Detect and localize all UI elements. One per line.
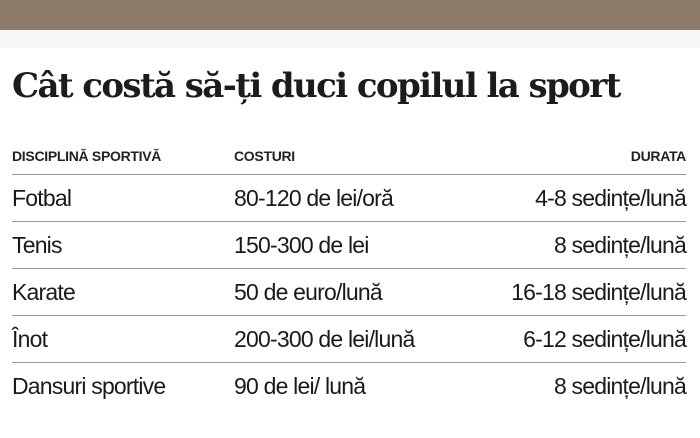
header-discipline: DISCIPLINĂ SPORTIVĂ: [12, 148, 162, 164]
table-header-row: DISCIPLINĂ SPORTIVĂ COSTURI DURATA: [12, 138, 686, 175]
cell-duration: 16-18 sedințe/lună: [511, 278, 687, 305]
cell-cost: 200-300 de lei/lună: [234, 325, 415, 352]
header-cost: COSTURI: [234, 148, 295, 164]
table-row: Karate 50 de euro/lună 16-18 sedințe/lun…: [12, 269, 687, 316]
band-gap: [0, 30, 700, 48]
cell-discipline: Fotbal: [12, 184, 72, 211]
cell-duration: 8 sedințe/lună: [553, 372, 687, 399]
table-row: Tenis 150-300 de lei 8 sedințe/lună: [12, 222, 687, 269]
cell-cost: 80-120 de lei/oră: [234, 184, 394, 211]
table-row: Fotbal 80-120 de lei/oră 4-8 sedințe/lun…: [12, 175, 687, 222]
table-row: Înot 200-300 de lei/lună 6-12 sedințe/lu…: [12, 316, 687, 363]
cell-cost: 150-300 de lei: [234, 231, 369, 258]
cell-discipline: Karate: [12, 278, 76, 305]
cell-discipline: Înot: [12, 325, 48, 352]
cell-cost: 50 de euro/lună: [234, 278, 383, 305]
top-decorative-band: [0, 0, 700, 30]
cell-duration: 6-12 sedințe/lună: [523, 325, 687, 352]
header-duration: DURATA: [630, 148, 687, 164]
cell-cost: 90 de lei/ lună: [234, 372, 366, 399]
cell-discipline: Dansuri sportive: [12, 372, 166, 399]
cell-duration: 8 sedințe/lună: [553, 231, 687, 258]
cell-duration: 4-8 sedințe/lună: [535, 184, 687, 211]
cell-discipline: Tenis: [12, 231, 63, 258]
table-row: Dansuri sportive 90 de lei/ lună 8 sedin…: [12, 363, 687, 409]
sports-cost-table: DISCIPLINĂ SPORTIVĂ COSTURI DURATA Fotba…: [12, 138, 687, 409]
page-title: Cât costă să-ți duci copilul la sport: [12, 66, 621, 106]
